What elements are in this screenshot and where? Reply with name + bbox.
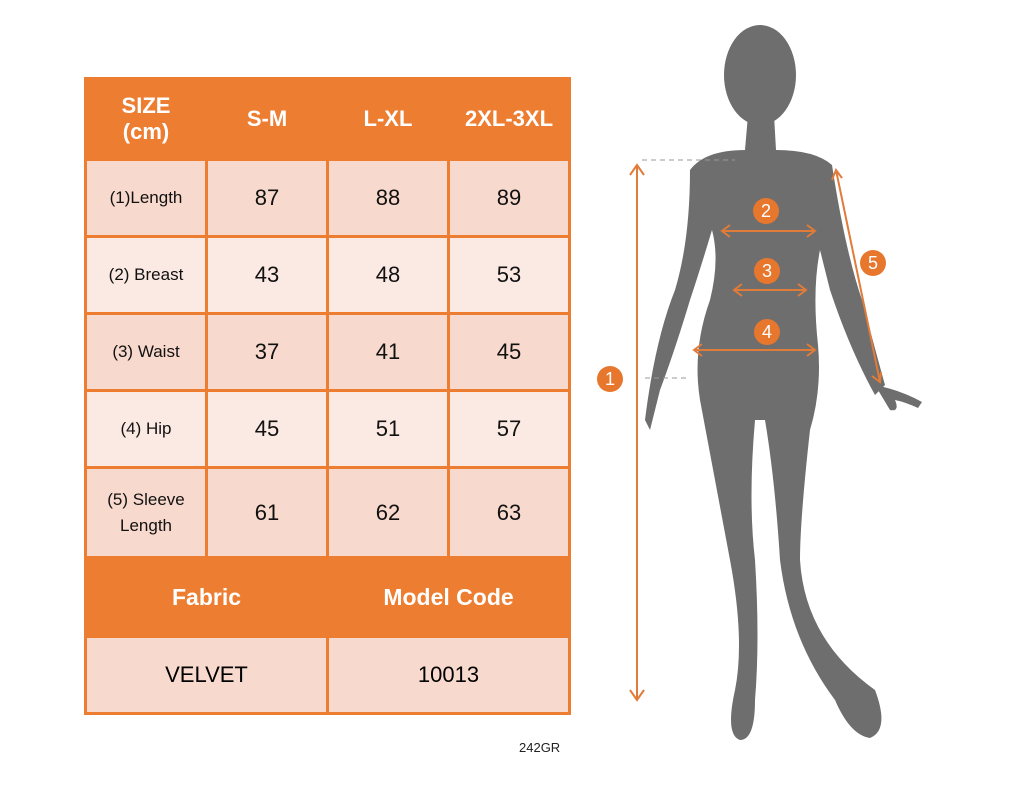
cell: 62 [326, 466, 450, 559]
cell: 88 [326, 158, 450, 238]
product-code: 242GR [519, 740, 561, 755]
cell: 45 [205, 389, 329, 469]
table-row: (2) Breast 43 48 53 [84, 235, 571, 315]
cell: 61 [205, 466, 329, 559]
table-row: (5) Sleeve Length 61 62 63 [84, 466, 571, 559]
cell: 89 [447, 158, 571, 238]
table-row: (4) Hip 45 51 57 [84, 389, 571, 469]
fabric-label: Fabric [84, 556, 329, 638]
cell: 63 [447, 466, 571, 559]
marker-1-icon [597, 366, 623, 392]
row-label: (2) Breast [84, 235, 208, 315]
marker-2-label: 2 [761, 201, 771, 221]
marker-4-label: 4 [762, 322, 772, 342]
marker-1-label: 1 [605, 369, 615, 389]
size-column-header: S-M [205, 77, 329, 161]
cell: 37 [205, 312, 329, 392]
fabric-value-row: VELVET 10013 [84, 635, 571, 715]
size-chart-table: SIZE (cm) S-M L-XL 2XL-3XL (1)Length 87 8… [84, 77, 571, 715]
marker-3-icon [754, 258, 780, 284]
size-column-header: 2XL-3XL [447, 77, 571, 161]
table-row: (1)Length 87 88 89 [84, 158, 571, 238]
unit-label: (cm) [122, 119, 170, 144]
size-column-header: L-XL [326, 77, 450, 161]
row-label: (4) Hip [84, 389, 208, 469]
table-header-row: SIZE (cm) S-M L-XL 2XL-3XL [84, 77, 571, 161]
cell: 45 [447, 312, 571, 392]
cell: 53 [447, 235, 571, 315]
model-code-label: Model Code [326, 556, 571, 638]
measurement-markers: 1 2 3 4 5 [597, 198, 886, 392]
cell: 57 [447, 389, 571, 469]
marker-5-label: 5 [868, 253, 878, 273]
table-row: (3) Waist 37 41 45 [84, 312, 571, 392]
row-label: (5) Sleeve Length [84, 466, 208, 559]
cell: 51 [326, 389, 450, 469]
marker-2-icon [753, 198, 779, 224]
marker-5-icon [860, 250, 886, 276]
fabric-value: VELVET [84, 635, 329, 715]
size-header-cell: SIZE (cm) [84, 77, 208, 161]
marker-3-label: 3 [762, 261, 772, 281]
cell: 87 [205, 158, 329, 238]
measurement-lines [629, 159, 882, 702]
cell: 48 [326, 235, 450, 315]
silhouette [645, 25, 922, 740]
fabric-header-row: Fabric Model Code [84, 556, 571, 638]
model-code-value: 10013 [326, 635, 571, 715]
row-label: (3) Waist [84, 312, 208, 392]
cell: 41 [326, 312, 450, 392]
row-label: (1)Length [84, 158, 208, 238]
marker-4-icon [754, 319, 780, 345]
cell: 43 [205, 235, 329, 315]
size-label: SIZE [121, 93, 171, 118]
